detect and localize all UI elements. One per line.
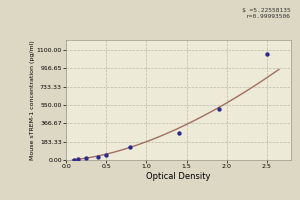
Point bbox=[128, 145, 133, 149]
X-axis label: Optical Density: Optical Density bbox=[146, 172, 211, 181]
Point bbox=[104, 153, 109, 156]
Point bbox=[96, 155, 100, 158]
Text: $ =5.22558135
r=0.99993506: $ =5.22558135 r=0.99993506 bbox=[242, 8, 291, 19]
Point bbox=[176, 131, 181, 135]
Point bbox=[72, 158, 76, 161]
Point bbox=[216, 107, 221, 111]
Point bbox=[76, 158, 80, 161]
Point bbox=[265, 52, 269, 56]
Y-axis label: Mouse sTREM-1 concentration (pg/ml): Mouse sTREM-1 concentration (pg/ml) bbox=[30, 40, 35, 160]
Point bbox=[84, 157, 88, 160]
